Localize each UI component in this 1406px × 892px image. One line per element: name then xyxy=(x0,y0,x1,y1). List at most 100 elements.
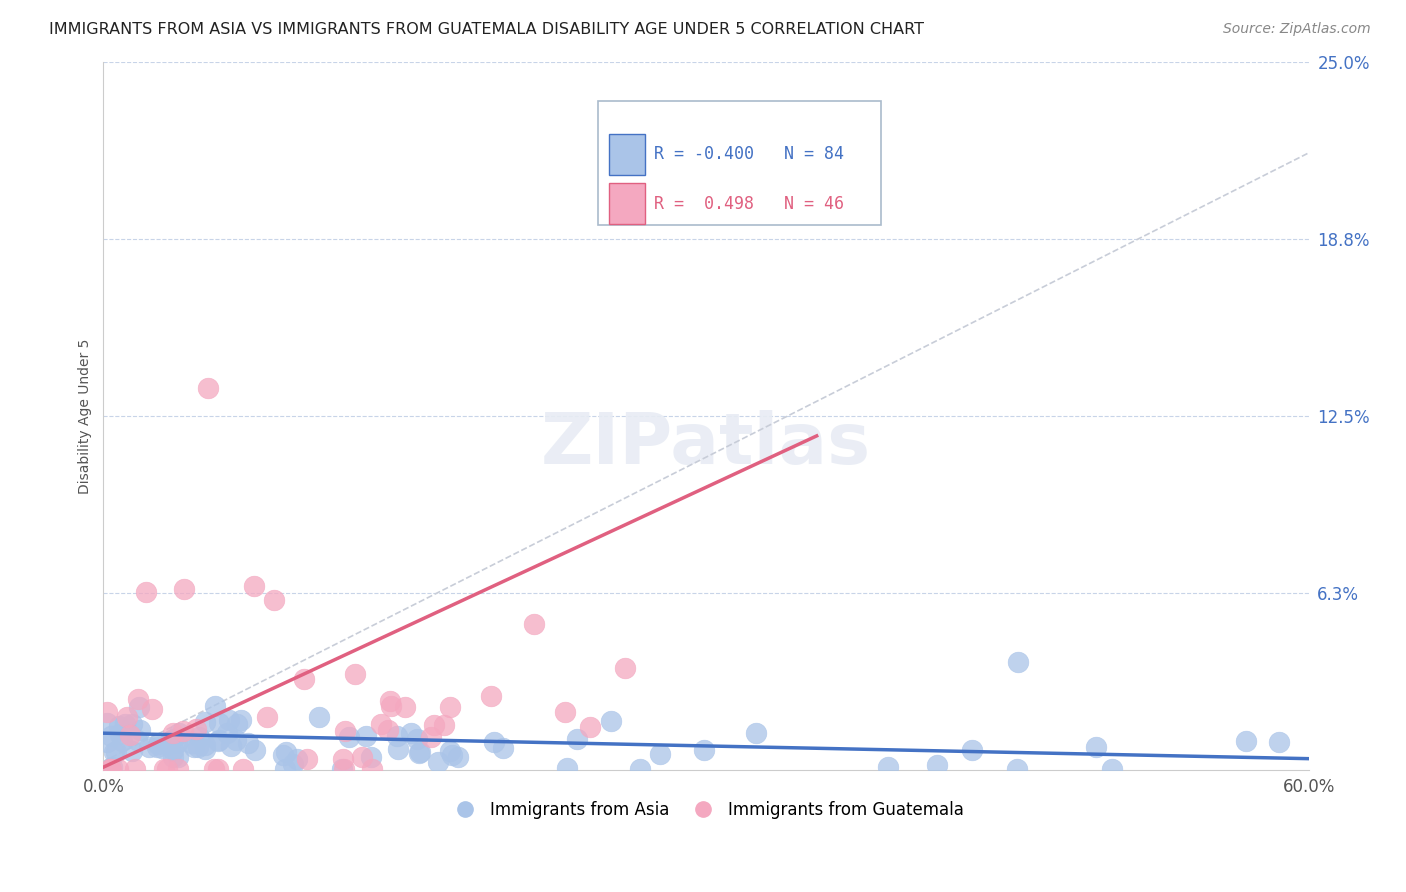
Point xyxy=(197,381,219,395)
Point xyxy=(162,743,184,757)
Point xyxy=(188,730,211,744)
Point xyxy=(256,710,278,724)
Point xyxy=(181,736,204,750)
Point xyxy=(208,716,231,731)
Point xyxy=(114,716,136,731)
Point xyxy=(121,717,143,731)
Point xyxy=(377,723,399,737)
Point xyxy=(194,714,217,729)
Point xyxy=(243,579,266,593)
Point xyxy=(380,699,402,714)
Point xyxy=(927,758,949,772)
Text: R = -0.400   N = 84: R = -0.400 N = 84 xyxy=(654,145,845,163)
Point xyxy=(405,732,427,747)
Point xyxy=(100,762,122,776)
Point xyxy=(439,700,461,714)
Point xyxy=(555,761,578,775)
Point xyxy=(745,726,768,740)
Point xyxy=(194,742,217,756)
Point xyxy=(121,744,143,758)
Text: R =  0.498   N = 46: R = 0.498 N = 46 xyxy=(654,194,845,212)
Point xyxy=(187,740,209,755)
Point xyxy=(481,689,503,703)
Point xyxy=(271,748,294,763)
Point xyxy=(387,742,409,756)
Point xyxy=(409,745,432,759)
Point xyxy=(162,726,184,740)
Point xyxy=(482,735,505,749)
Point xyxy=(232,762,254,776)
Point xyxy=(1234,733,1257,747)
Point xyxy=(1101,762,1123,776)
Point xyxy=(105,745,128,759)
Point xyxy=(394,700,416,714)
Point xyxy=(117,710,139,724)
FancyBboxPatch shape xyxy=(609,134,645,175)
Point xyxy=(285,752,308,766)
Point xyxy=(613,661,636,675)
Y-axis label: Disability Age Under 5: Disability Age Under 5 xyxy=(79,338,93,494)
Point xyxy=(693,743,716,757)
Point xyxy=(153,762,176,776)
Point xyxy=(292,673,315,687)
Point xyxy=(128,699,150,714)
Point xyxy=(107,719,129,733)
Point xyxy=(98,762,121,776)
Point xyxy=(150,740,173,755)
Point xyxy=(263,593,285,607)
Point xyxy=(281,757,304,772)
Point xyxy=(350,750,373,764)
Point xyxy=(167,749,190,764)
Point xyxy=(127,692,149,706)
Point xyxy=(492,741,515,756)
Point xyxy=(138,740,160,755)
Point xyxy=(135,584,157,599)
Text: Source: ZipAtlas.com: Source: ZipAtlas.com xyxy=(1223,22,1371,37)
Point xyxy=(96,716,118,731)
Point xyxy=(330,762,353,776)
Point xyxy=(332,752,354,766)
Point xyxy=(1268,734,1291,748)
Point xyxy=(1007,762,1029,776)
Point xyxy=(225,733,247,747)
Point xyxy=(118,728,141,742)
Point xyxy=(378,694,401,708)
Point xyxy=(124,762,146,776)
Point xyxy=(295,752,318,766)
Point xyxy=(523,616,546,631)
Point xyxy=(231,713,253,727)
Point xyxy=(204,698,226,713)
Point xyxy=(167,725,190,739)
Point xyxy=(276,745,298,759)
Point xyxy=(226,717,249,731)
Point xyxy=(648,747,671,762)
Point xyxy=(183,739,205,754)
Point xyxy=(184,723,207,737)
Point xyxy=(219,739,242,753)
Point xyxy=(960,743,983,757)
Point xyxy=(360,750,382,764)
Point xyxy=(173,582,195,596)
Point xyxy=(215,726,238,740)
Point xyxy=(156,762,179,776)
Point xyxy=(156,737,179,751)
FancyBboxPatch shape xyxy=(609,183,645,224)
Point xyxy=(274,762,297,776)
Point xyxy=(1007,656,1029,670)
Point xyxy=(208,733,231,747)
Point xyxy=(166,736,188,750)
FancyBboxPatch shape xyxy=(598,101,882,225)
Point xyxy=(129,723,152,737)
Point xyxy=(361,762,384,776)
Point xyxy=(166,762,188,776)
Text: ZIPatlas: ZIPatlas xyxy=(541,410,872,479)
Point xyxy=(554,705,576,719)
Point xyxy=(628,762,651,776)
Text: IMMIGRANTS FROM ASIA VS IMMIGRANTS FROM GUATEMALA DISABILITY AGE UNDER 5 CORRELA: IMMIGRANTS FROM ASIA VS IMMIGRANTS FROM … xyxy=(49,22,924,37)
Point xyxy=(218,713,240,727)
Point xyxy=(127,733,149,747)
Point xyxy=(204,762,226,776)
Point xyxy=(162,732,184,747)
Point xyxy=(439,744,461,758)
Point xyxy=(308,710,330,724)
